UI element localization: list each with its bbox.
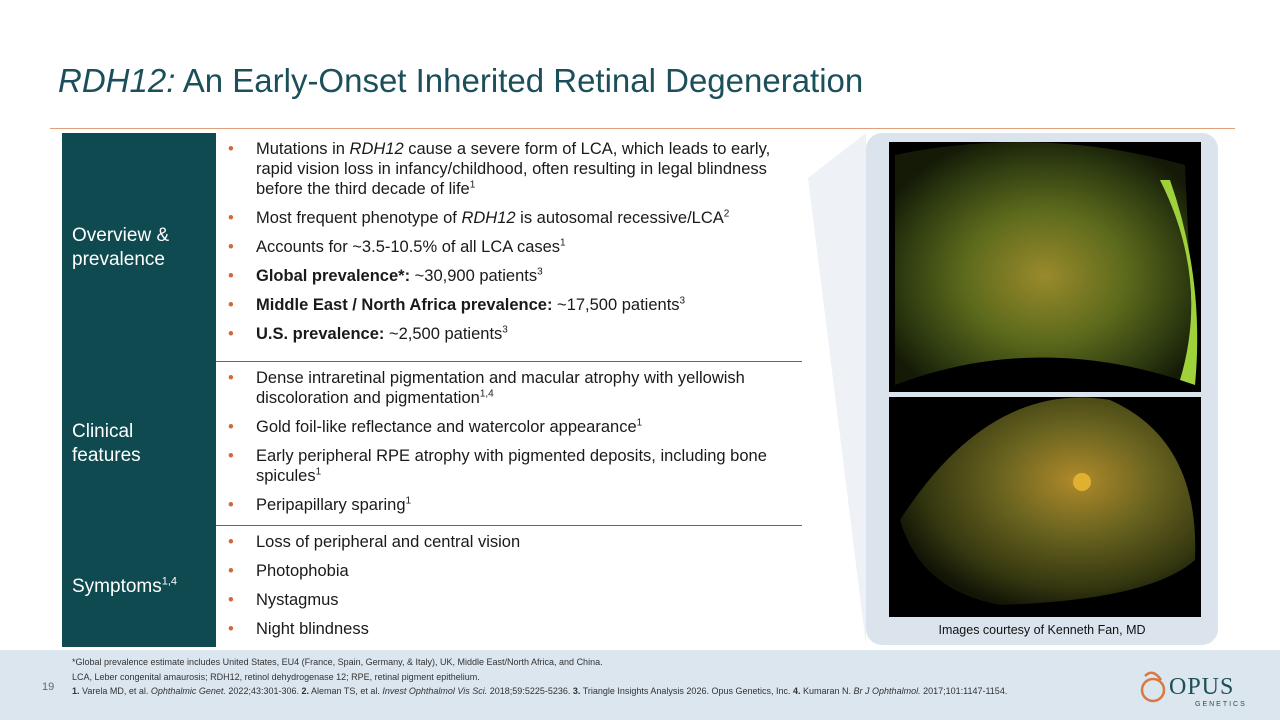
text-run: U.S. prevalence: bbox=[256, 325, 385, 343]
text-run: Middle East / North Africa prevalence: bbox=[256, 296, 553, 314]
text-run: 2. bbox=[301, 686, 310, 696]
text-run: 1 bbox=[560, 237, 566, 249]
text-run: ~17,500 patients bbox=[552, 296, 680, 314]
row-header-text: Symptoms1,4 bbox=[72, 575, 177, 599]
text-run: is autosomal recessive/LCA bbox=[515, 209, 724, 227]
text-run: Br J Ophthalmol. bbox=[853, 686, 921, 696]
text-run: LCA, Leber congenital amaurosis; RDH12, … bbox=[72, 671, 480, 682]
footnote: LCA, Leber congenital amaurosis; RDH12, … bbox=[72, 671, 1122, 684]
text-run: Invest Ophthalmol Vis Sci. bbox=[382, 686, 488, 696]
bullet-item: Early peripheral RPE atrophy with pigmen… bbox=[228, 446, 792, 486]
text-run: 3 bbox=[502, 324, 508, 336]
text-run: Loss of peripheral and central vision bbox=[256, 533, 521, 551]
image-caption: Images courtesy of Kenneth Fan, MD bbox=[938, 623, 1146, 637]
text-run: 1 bbox=[636, 417, 643, 429]
footer bbox=[0, 650, 1280, 720]
text-run: Nystagmus bbox=[256, 591, 339, 609]
bullet-item: Gold foil-like reflectance and watercolo… bbox=[228, 417, 792, 437]
text-run: 2022;43:301-306. bbox=[225, 686, 302, 696]
logo-tagline: GENETICS bbox=[1195, 701, 1247, 708]
text-run: 1,4 bbox=[479, 388, 494, 400]
text-run: An Early-Onset Inherited Retinal Degener… bbox=[175, 62, 864, 99]
text-run: 1 bbox=[315, 466, 322, 478]
text-run: 1,4 bbox=[161, 575, 178, 588]
text-run: Clinical features bbox=[72, 421, 141, 466]
text-run: 1 bbox=[405, 495, 412, 507]
text-run: 3 bbox=[537, 266, 543, 278]
text-run: Overview & prevalence bbox=[72, 224, 170, 270]
text-run: Dense intraretinal pigmentation and macu… bbox=[256, 369, 745, 407]
text-run: Ophthalmic Genet. bbox=[150, 686, 226, 696]
logo-name: OPUS bbox=[1169, 674, 1235, 700]
text-run: Kumaran N. bbox=[800, 686, 854, 696]
bullet-item: Night blindness bbox=[228, 619, 792, 639]
row-header: Overview & prevalence bbox=[62, 133, 216, 362]
row-header: Symptoms1,4 bbox=[62, 526, 216, 647]
bullet-item: Dense intraretinal pigmentation and macu… bbox=[228, 368, 792, 408]
bullet-item: Loss of peripheral and central vision bbox=[228, 532, 792, 552]
text-run: ~2,500 patients bbox=[384, 325, 503, 343]
text-run: RDH12 bbox=[461, 209, 516, 227]
text-run: 1. bbox=[72, 686, 80, 696]
image-panel bbox=[866, 133, 1218, 645]
text-run: *Global prevalence estimate includes Uni… bbox=[72, 657, 603, 667]
text-run: 2018;59:5225-5236. bbox=[487, 686, 573, 696]
bullet-item: Peripapillary sparing1 bbox=[228, 495, 792, 515]
row-content: Loss of peripheral and central vision Pho… bbox=[216, 526, 802, 646]
row-content: Mutations in RDH12 cause a severe form o… bbox=[216, 133, 802, 361]
row-content: Dense intraretinal pigmentation and macu… bbox=[216, 362, 802, 525]
bullet-item: Global prevalence*: ~30,900 patients3 bbox=[228, 266, 792, 286]
text-run: Early peripheral RPE atrophy with pigmen… bbox=[256, 447, 767, 485]
info-table: Overview & prevalence Mutations in RDH12 … bbox=[62, 133, 802, 647]
text-run: 3. bbox=[572, 686, 581, 696]
text-run: Night blindness bbox=[256, 620, 369, 638]
row-header-text: Clinical features bbox=[72, 420, 206, 468]
text-run: Gold foil-like reflectance and watercolo… bbox=[256, 418, 637, 436]
text-run: 1 bbox=[469, 179, 476, 191]
row-header: Clinical features bbox=[62, 362, 216, 526]
bullet-item: Photophobia bbox=[228, 561, 792, 581]
table-row: Clinical features Dense intraretinal pigm… bbox=[62, 362, 802, 526]
text-run: RDH12 bbox=[349, 140, 404, 158]
bullet-item: U.S. prevalence: ~2,500 patients3 bbox=[228, 324, 792, 344]
panel-connector bbox=[808, 133, 866, 645]
bullet-item: Mutations in RDH12 cause a severe form o… bbox=[228, 139, 792, 199]
text-run: 4. bbox=[793, 686, 801, 696]
row-header-text: Overview & prevalence bbox=[72, 224, 206, 272]
text-run: Peripapillary sparing bbox=[256, 496, 406, 514]
text-run: Mutations in bbox=[256, 140, 350, 158]
text-run: 2017;101:1147-1154. bbox=[920, 686, 1008, 696]
text-run: Accounts for ~3.5-10.5% of all LCA cases bbox=[256, 238, 561, 256]
footnote: 1. Varela MD, et al. Ophthalmic Genet. 2… bbox=[72, 685, 1122, 698]
text-run: 3 bbox=[679, 295, 686, 307]
slide-title: RDH12: An Early-Onset Inherited Retinal … bbox=[58, 62, 863, 100]
logo-mark bbox=[1140, 671, 1166, 703]
text-run: Most frequent phenotype of bbox=[256, 209, 462, 227]
text-run: Aleman TS, et al. bbox=[309, 686, 383, 696]
text-run: Global prevalence*: bbox=[256, 267, 411, 285]
bullet-item: Nystagmus bbox=[228, 590, 792, 610]
title-rule bbox=[50, 128, 1235, 129]
text-run: Triangle Insights Analysis 2026. Opus Ge… bbox=[580, 686, 793, 696]
page-number: 19 bbox=[42, 681, 55, 693]
bullet-item: Middle East / North Africa prevalence: ~… bbox=[228, 295, 792, 315]
text-run: Photophobia bbox=[256, 562, 349, 580]
text-run: ~30,900 patients bbox=[410, 267, 538, 285]
text-run: RDH12: bbox=[58, 62, 176, 99]
text-run: 2 bbox=[723, 208, 730, 220]
footnotes: *Global prevalence estimate includes Uni… bbox=[72, 656, 1122, 700]
text-run: Varela MD, et al. bbox=[79, 686, 151, 696]
bullet-item: Most frequent phenotype of RDH12 is auto… bbox=[228, 208, 792, 228]
footnote: *Global prevalence estimate includes Uni… bbox=[72, 656, 1122, 669]
table-row: Overview & prevalence Mutations in RDH12 … bbox=[62, 133, 802, 362]
table-row: Symptoms1,4 Loss of peripheral and centra… bbox=[62, 526, 802, 647]
text-run: Symptoms bbox=[72, 575, 162, 597]
text-run: cause a severe form of LCA, which leads … bbox=[256, 140, 771, 198]
bullet-item: Accounts for ~3.5-10.5% of all LCA cases… bbox=[228, 237, 792, 257]
